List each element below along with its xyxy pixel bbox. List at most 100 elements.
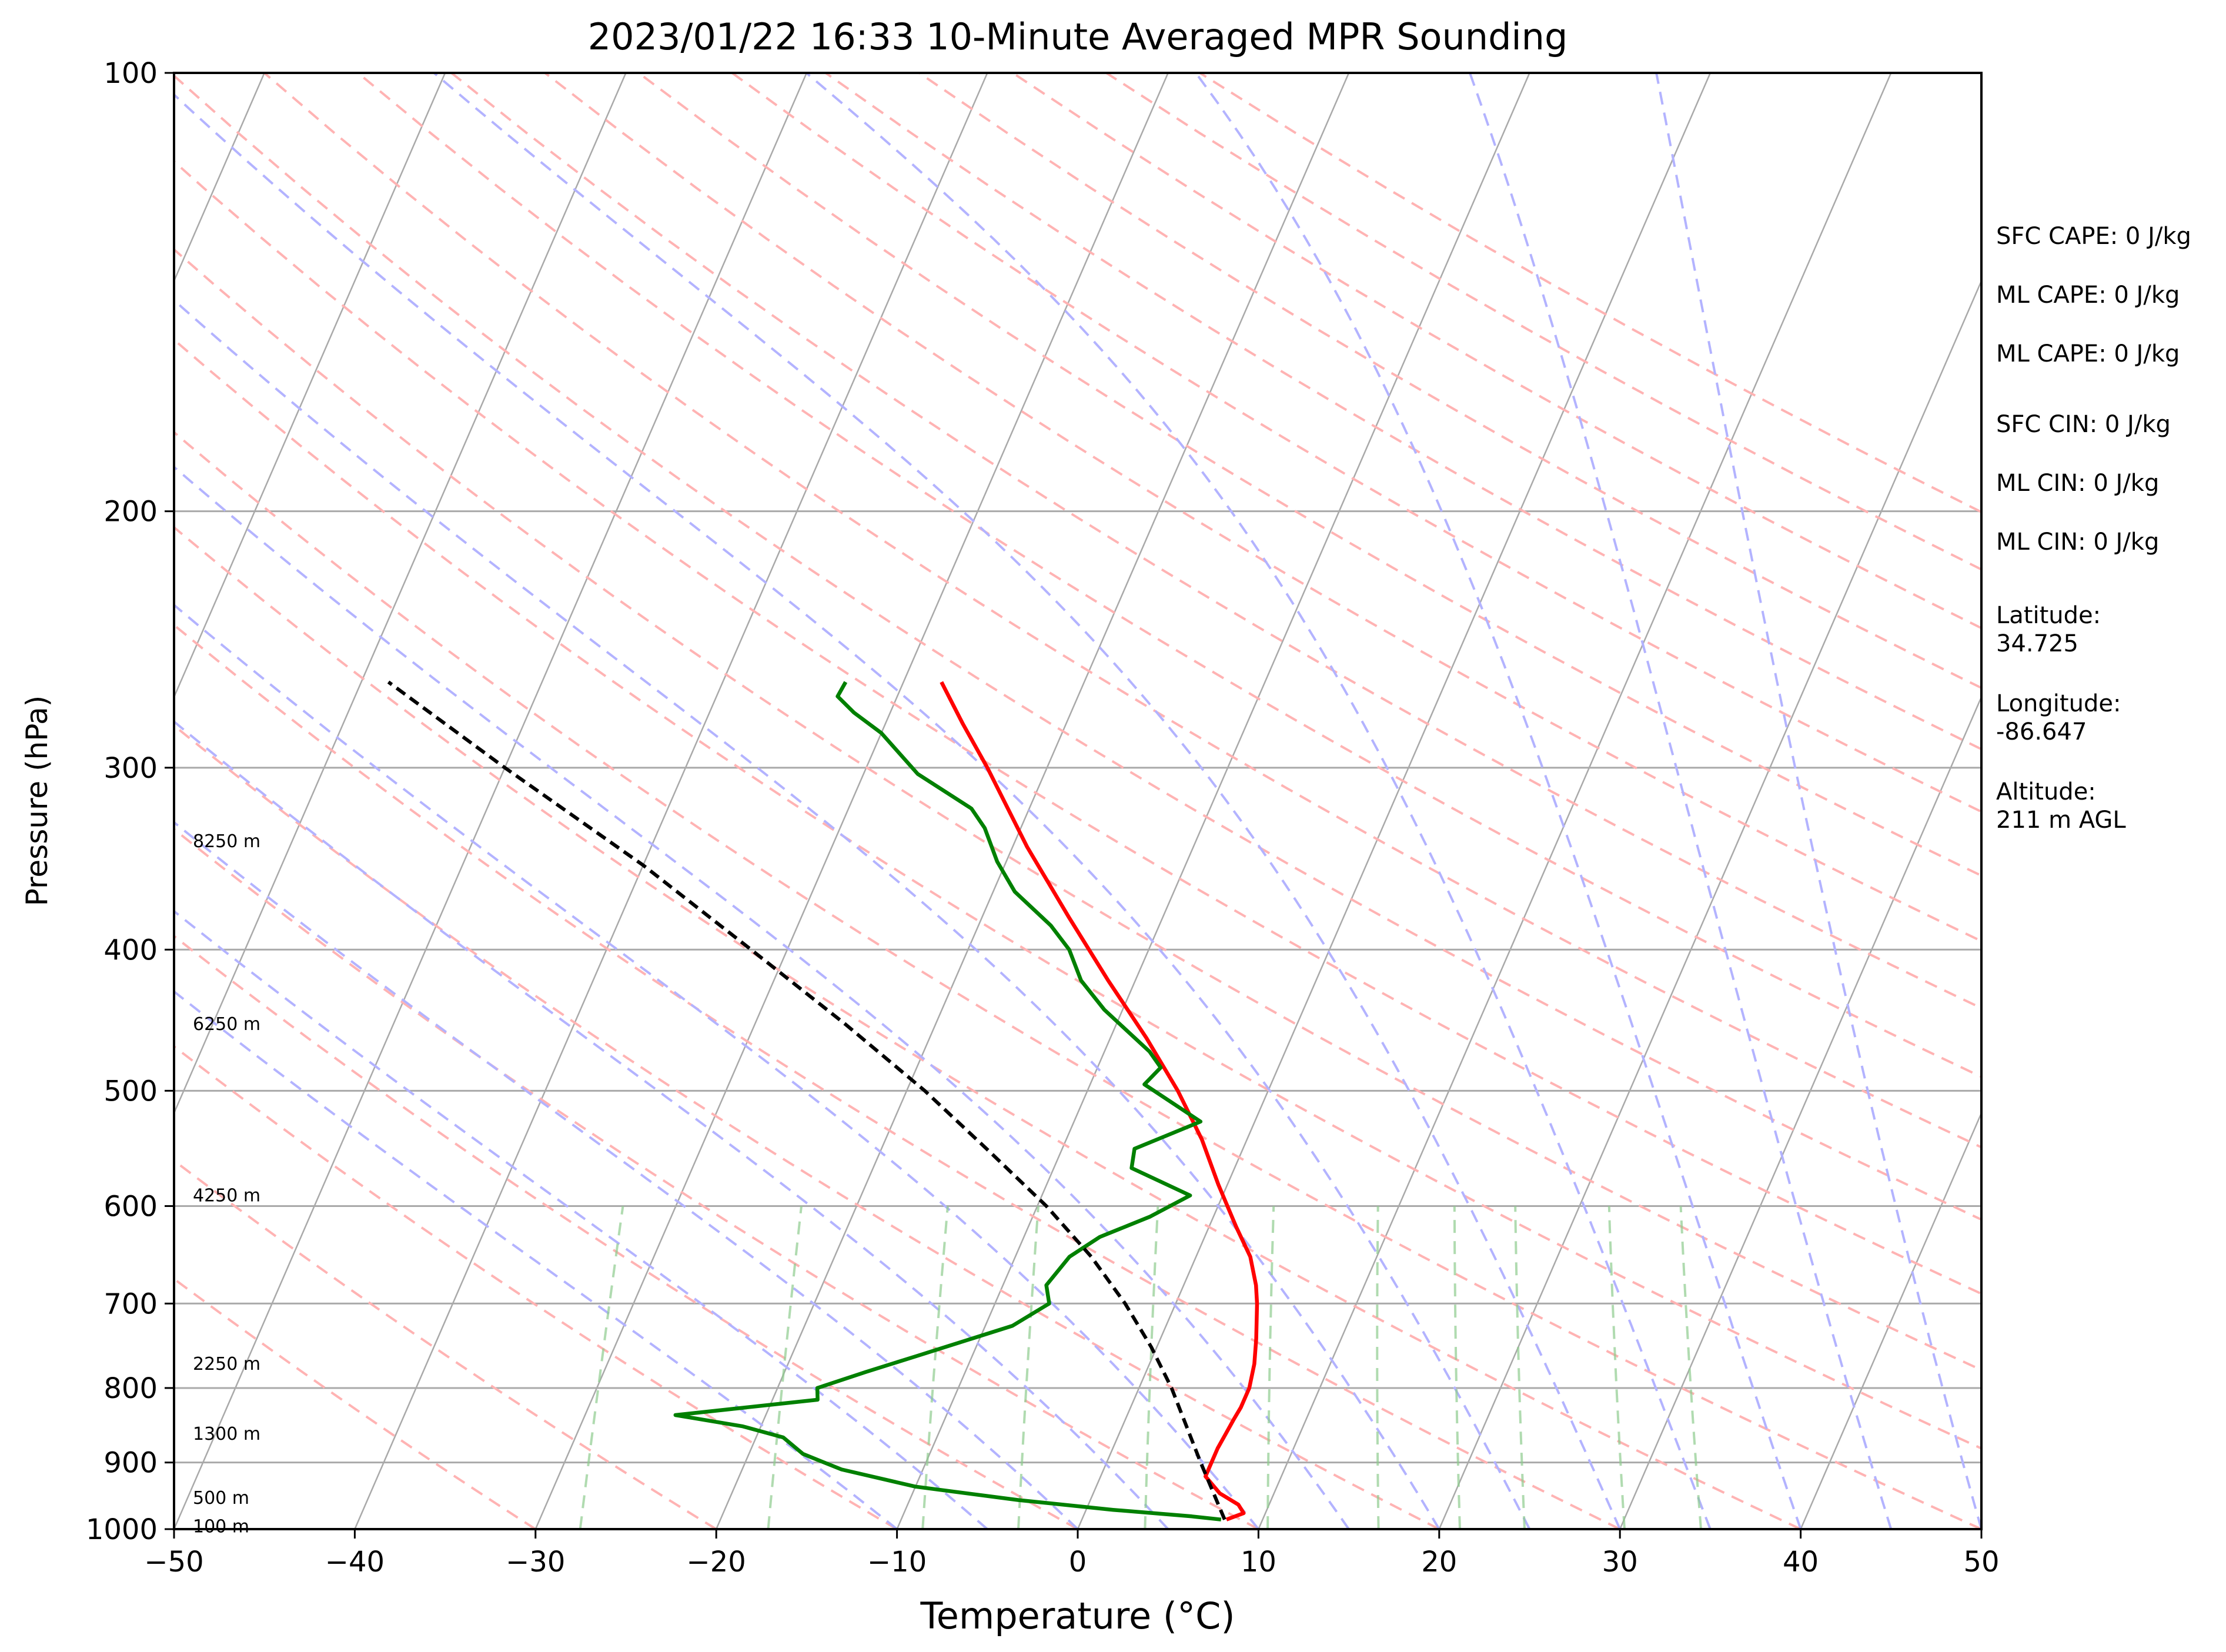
dry-adiabat-line bbox=[174, 623, 1621, 1529]
x-tick-label: 50 bbox=[1963, 1546, 1999, 1579]
isotherm-line bbox=[1077, 73, 1712, 1529]
x-tick-label: −30 bbox=[506, 1546, 565, 1579]
moist-adiabat-line bbox=[174, 821, 1079, 1529]
moist-adiabat-line bbox=[1655, 73, 1981, 1529]
height-label: 1300 m bbox=[193, 1424, 260, 1444]
isotherm-line bbox=[174, 73, 446, 699]
moist-adiabat-line bbox=[174, 909, 988, 1529]
moist-adiabat-line bbox=[174, 93, 1531, 1529]
height-labels: 100 m 500 m 1300 m 2250 m 4250 m 6250 m 8250 m bbox=[193, 831, 260, 1537]
longitude-label: Longitude: bbox=[1996, 690, 2121, 717]
y-axis-label: Pressure (hPa) bbox=[20, 695, 54, 907]
x-tick-label: 40 bbox=[1783, 1546, 1819, 1579]
height-label: 2250 m bbox=[193, 1354, 260, 1375]
mixing-ratio-line bbox=[1514, 1206, 1526, 1529]
height-label: 4250 m bbox=[193, 1185, 260, 1206]
temperature-line bbox=[940, 681, 1259, 1521]
y-tick-label: 200 bbox=[103, 496, 158, 529]
annotation-ml-cape: ML CAPE: 0 J/kg bbox=[1996, 282, 2180, 309]
parcel-line bbox=[387, 680, 1226, 1520]
annotation-sfc-cin: SFC CIN: 0 J/kg bbox=[1996, 411, 2171, 438]
latitude-value: 34.725 bbox=[1996, 630, 2078, 657]
dry-adiabat-line bbox=[174, 526, 1801, 1529]
x-tick-label: 0 bbox=[1069, 1546, 1087, 1579]
dry-adiabat-line bbox=[174, 1045, 898, 1529]
isotherm-line bbox=[534, 73, 1169, 1529]
moist-adiabat-line bbox=[174, 299, 1440, 1529]
isotherm-line bbox=[174, 73, 627, 1115]
dry-adiabat-line bbox=[174, 724, 1440, 1529]
background-lines bbox=[174, 73, 1981, 1529]
altitude-value: 211 m AGL bbox=[1996, 807, 2126, 834]
mixing-ratio-line bbox=[1017, 1206, 1040, 1529]
mixing-ratio-line bbox=[767, 1206, 803, 1529]
dewpoint-line bbox=[673, 681, 1222, 1521]
mixing-ratio-line bbox=[921, 1206, 949, 1529]
x-tick-label: 20 bbox=[1421, 1546, 1457, 1579]
isotherm-line bbox=[174, 73, 808, 1529]
isotherm-line bbox=[1258, 73, 1892, 1529]
moist-adiabat-line bbox=[1195, 73, 1802, 1529]
dry-adiabat-line bbox=[357, 73, 1981, 1078]
y-tick-label: 400 bbox=[103, 934, 158, 967]
dry-adiabat-line bbox=[174, 159, 1981, 1295]
x-axis-ticks: −50 −40 −30 −20 −10 0 10 20 30 40 50 bbox=[144, 1529, 2000, 1579]
longitude-value: -86.647 bbox=[1996, 718, 2087, 745]
moist-adiabat-line bbox=[174, 465, 1350, 1529]
mixing-ratio-line bbox=[1607, 1206, 1626, 1529]
mixing-ratio-line bbox=[1144, 1206, 1159, 1529]
isotherm-line bbox=[716, 73, 1350, 1529]
plot-frame bbox=[173, 72, 1983, 1530]
x-tick-label: 10 bbox=[1241, 1546, 1276, 1579]
dry-adiabat-line bbox=[174, 248, 1981, 1372]
y-tick-label: 300 bbox=[103, 752, 158, 785]
latitude-label: Latitude: bbox=[1996, 602, 2101, 629]
dry-adiabat-line bbox=[825, 73, 1981, 751]
moist-adiabat-line bbox=[1469, 73, 1893, 1529]
isotherm-line bbox=[1800, 1111, 1981, 1529]
isotherm-line bbox=[896, 73, 1530, 1529]
x-axis-label: Temperature (°C) bbox=[920, 1594, 1235, 1637]
height-label: 6250 m bbox=[193, 1014, 260, 1035]
y-tick-label: 700 bbox=[103, 1288, 158, 1320]
mixing-ratio-line bbox=[1266, 1206, 1275, 1529]
mixing-ratio-line bbox=[1453, 1206, 1461, 1529]
mixing-ratio-line bbox=[1679, 1206, 1702, 1529]
chart-title: 2023/01/22 16:33 10-Minute Averaged MPR … bbox=[588, 15, 1568, 58]
dry-adiabat-line bbox=[174, 74, 1981, 1221]
altitude-label: Altitude: bbox=[1996, 778, 2096, 805]
stats-panel: SFC CAPE: 0 J/kg ML CAPE: 0 J/kg ML CAPE… bbox=[1996, 223, 2191, 834]
isotherm-line bbox=[1619, 695, 1981, 1529]
y-tick-label: 600 bbox=[103, 1190, 158, 1223]
moist-adiabat-line bbox=[174, 720, 1169, 1529]
y-tick-label: 900 bbox=[103, 1447, 158, 1480]
annotation-sfc-cape: SFC CAPE: 0 J/kg bbox=[1996, 223, 2191, 250]
y-tick-label: 100 bbox=[103, 57, 158, 90]
x-tick-label: −10 bbox=[867, 1546, 927, 1579]
dry-adiabat-line bbox=[263, 73, 1981, 1149]
dry-adiabat-line bbox=[174, 338, 1981, 1450]
moist-adiabat-line bbox=[805, 73, 1712, 1529]
y-tick-label: 800 bbox=[103, 1372, 158, 1405]
dry-adiabat-line bbox=[174, 827, 1259, 1529]
x-tick-label: −20 bbox=[687, 1546, 746, 1579]
height-label: 100 m bbox=[193, 1517, 249, 1537]
dry-adiabat-line bbox=[637, 73, 1981, 877]
x-tick-label: 30 bbox=[1602, 1546, 1638, 1579]
annotation-ml-cin: ML CIN: 0 J/kg bbox=[1996, 470, 2159, 497]
y-tick-label: 1000 bbox=[86, 1513, 158, 1546]
isotherm-line bbox=[1438, 279, 1981, 1529]
dry-adiabat-line bbox=[174, 1159, 717, 1529]
moist-adiabat-line bbox=[174, 603, 1259, 1529]
dry-adiabat-line bbox=[544, 73, 1981, 943]
y-tick-label: 500 bbox=[103, 1075, 158, 1108]
dry-adiabat-line bbox=[174, 934, 1078, 1529]
height-label: 8250 m bbox=[193, 831, 260, 852]
moist-adiabat-line bbox=[433, 73, 1622, 1529]
isotherm-line bbox=[354, 73, 988, 1529]
height-label: 500 m bbox=[193, 1488, 249, 1509]
mixing-ratio-line bbox=[1376, 1206, 1380, 1529]
x-tick-label: −50 bbox=[144, 1546, 203, 1579]
y-axis-ticks: 1000 900 800 700 600 500 400 300 200 100 bbox=[86, 57, 174, 1546]
